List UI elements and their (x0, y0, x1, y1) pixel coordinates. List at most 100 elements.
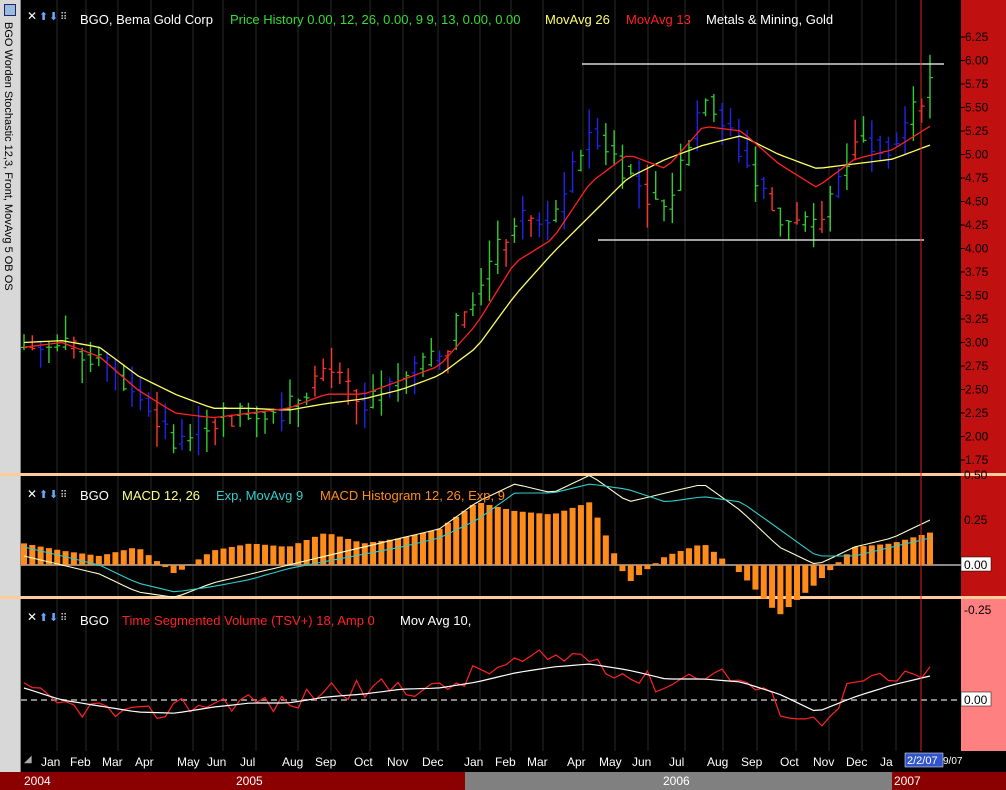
drag-handle-icon[interactable]: ⠿ (60, 613, 67, 624)
price-y-tick-label: 6.00 (965, 54, 989, 68)
move-up-icon[interactable]: ⬆ (39, 612, 48, 624)
macd-histogram-bar (278, 546, 285, 565)
macd-histogram-bar (461, 510, 468, 565)
macd-histogram-bar (561, 510, 568, 565)
year-band-2006 (465, 772, 892, 790)
macd-histogram-bar (444, 522, 451, 565)
month-label: Dec (422, 755, 443, 769)
macd-histogram-bar (320, 533, 327, 565)
move-up-icon[interactable]: ⬆ (39, 489, 48, 501)
tsv-panel[interactable] (21, 599, 961, 751)
macd-histogram-bar (486, 504, 493, 565)
macd-y-tick-label: 0.25 (964, 513, 988, 527)
price-y-tick-label: 5.25 (965, 124, 989, 138)
close-icon[interactable]: ✕ (27, 487, 37, 501)
macd-histogram-bar (253, 543, 260, 565)
industry-label: Metals & Mining, Gold (706, 12, 833, 27)
macd-line (23, 474, 931, 598)
macd-histogram-bar (918, 534, 925, 565)
macd-y-tick-label: 0.50 (964, 468, 988, 482)
macd-histogram-bar (677, 551, 684, 565)
macd-histogram-bar (237, 545, 244, 565)
month-label: Sep (315, 755, 337, 769)
month-label: Jan (41, 755, 60, 769)
price-bars (21, 54, 933, 456)
macd-histogram-bar (769, 565, 776, 608)
macd-histogram-bar (735, 565, 742, 573)
macd-histogram-bar (752, 565, 759, 590)
macd-histogram-bar (669, 553, 676, 565)
macd-histogram-bar (586, 502, 593, 565)
macd-label: MACD 12, 26 (122, 488, 200, 503)
macd-histogram-bar (336, 536, 343, 565)
month-label: Apr (567, 755, 586, 769)
macd-histogram-bar (395, 538, 402, 565)
macd-histogram-bar (469, 504, 476, 565)
macd-histogram-bar (636, 565, 643, 576)
panel-divider[interactable] (0, 596, 1006, 599)
panel-divider[interactable] (0, 473, 1006, 476)
macd-histogram-bar (212, 550, 219, 565)
move-down-icon[interactable]: ⬇ (49, 489, 58, 501)
macd-histogram-bar (79, 553, 86, 565)
macd-histogram-bar (569, 507, 576, 565)
macd-histogram-bar (843, 554, 850, 565)
macd-content (21, 474, 961, 615)
macd-histogram-bar (503, 508, 510, 565)
month-axis[interactable] (21, 751, 1006, 772)
macd-histogram-bar (45, 548, 52, 565)
macd-histogram-bar (710, 551, 717, 565)
macd-axis[interactable] (961, 476, 1006, 596)
price-y-tick-label: 1.75 (965, 453, 989, 467)
price-y-tick-label: 2.25 (965, 406, 989, 420)
indicator-sidebar[interactable]: BGO Worden Stochastic 12,3, Front, MovAv… (0, 0, 21, 790)
move-down-icon[interactable]: ⬇ (49, 612, 58, 624)
move-down-icon[interactable]: ⬇ (49, 11, 58, 23)
macd-histogram-bar (21, 543, 27, 565)
year-label: 2005 (236, 774, 263, 788)
axis-scroll-icon[interactable]: ◢ (24, 754, 32, 765)
month-label: Mar (527, 755, 548, 769)
signal-label: Exp, MovAvg 9 (216, 488, 303, 503)
move-up-icon[interactable]: ⬆ (39, 11, 48, 23)
month-label: Mar (102, 755, 123, 769)
macd-histogram-bar (245, 543, 252, 565)
drag-handle-icon[interactable]: ⠿ (60, 490, 67, 501)
price-y-tick-label: 2.00 (965, 430, 989, 444)
macd-histogram-bar (577, 505, 584, 565)
month-label: Jul (669, 755, 684, 769)
macd-histogram-bar (453, 516, 460, 565)
drag-handle-icon[interactable]: ⠿ (60, 12, 67, 23)
panel-toggle-icon[interactable] (4, 4, 16, 16)
cursor-date-badge[interactable] (904, 752, 944, 768)
tsv-ma-line (23, 663, 931, 714)
price-panel[interactable] (21, 0, 961, 473)
ma26-line (23, 135, 931, 411)
price-y-tick-label: 4.00 (965, 242, 989, 256)
price-header: ✕ ⬆ ⬇ ⠿ BGO, Bema Gold Corp Price Histor… (27, 9, 833, 27)
signal-line (23, 483, 931, 593)
month-label: Oct (780, 755, 799, 769)
close-icon[interactable]: ✕ (27, 610, 37, 624)
tsv-y-ticks: 0.00 (960, 691, 992, 707)
macd-histogram-bar (927, 532, 933, 565)
macd-histogram-bar (810, 565, 817, 586)
hist-label: MACD Histogram 12, 26, Exp, 9 (320, 488, 505, 503)
close-icon[interactable]: ✕ (27, 9, 37, 23)
tsv-axis[interactable] (961, 599, 1006, 751)
cursor-date: 2/2/07 (907, 755, 938, 767)
price-symbol: BGO, Bema Gold Corp (80, 12, 213, 27)
tsv-label: Time Segmented Volume (TSV+) 18, Amp 0 (122, 613, 375, 628)
macd-y-tick-label: 0.00 (964, 558, 988, 572)
year-labels: 2004 2005 2006 2007 (24, 774, 921, 788)
macd-histogram-bar (104, 554, 111, 565)
month-label: Jan (464, 755, 483, 769)
price-y-tick-label: 3.00 (965, 336, 989, 350)
macd-histogram-bar (37, 546, 44, 565)
macd-histogram-bar (419, 532, 426, 565)
price-y-tick-label: 2.50 (965, 383, 989, 397)
month-label: May (599, 755, 622, 769)
macd-histogram-bar (868, 545, 875, 565)
price-axis[interactable] (961, 0, 1006, 473)
